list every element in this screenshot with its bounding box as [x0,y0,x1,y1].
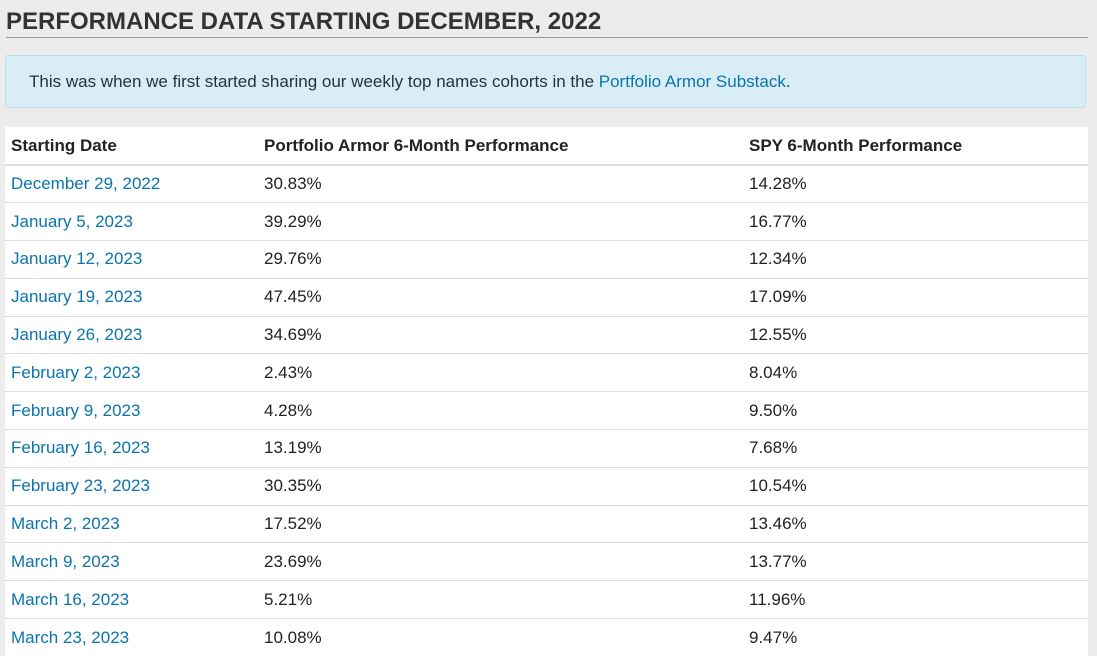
starting-date-link[interactable]: March 16, 2023 [11,589,130,609]
starting-date-cell: February 2, 2023 [5,353,258,392]
table-header-row: Starting Date Portfolio Armor 6-Month Pe… [5,127,1088,166]
table-row: January 12, 2023 29.76% 12.34% [5,240,1088,279]
portfolio-armor-performance-cell: 30.83% [264,174,322,194]
starting-date-cell: March 16, 2023 [5,580,258,619]
spy-performance-cell: 12.55% [743,315,1088,354]
starting-date-link[interactable]: February 16, 2023 [11,438,150,458]
spy-performance-column-header: SPY 6-Month Performance [743,127,1088,166]
starting-date-link[interactable]: December 29, 2022 [11,174,161,194]
spy-performance-cell: 9.50% [743,391,1088,430]
section-title: PERFORMANCE DATA STARTING DECEMBER, 2022 [6,6,1088,38]
table-row: January 5, 2023 39.29% 16.77% [5,202,1088,241]
portfolio-armor-performance-cell: 30.35% [258,466,743,506]
starting-date-column-header: Starting Date [5,127,258,166]
starting-date-cell: January 19, 2023 [5,277,258,317]
starting-date-cell: February 23, 2023 [5,466,258,506]
spy-performance-cell: 16.77% [743,202,1088,241]
table-row: February 9, 2023 4.28% 9.50% [5,391,1088,430]
table-row: February 16, 2023 13.19% 7.68% [5,429,1088,468]
spy-performance-cell: 14.28% [749,174,807,194]
starting-date-link[interactable]: January 12, 2023 [11,249,143,269]
starting-date-link[interactable]: March 23, 2023 [11,627,130,647]
starting-date-cell: March 9, 2023 [5,542,258,581]
starting-date-cell: January 26, 2023 [5,315,258,354]
table-row: March 16, 2023 5.21% 11.96% [5,580,1088,619]
spy-performance-cell: 13.46% [743,504,1088,543]
table-row: December 29, 2022 30.83% 14.28% [5,165,1088,203]
table-row: March 2, 2023 17.52% 13.46% [5,504,1088,543]
table-row: March 23, 2023 10.08% 9.47% [5,618,1088,656]
performance-table-body: December 29, 2022 30.83% 14.28% January … [5,165,1088,656]
portfolio-armor-performance-cell: 13.19% [258,429,743,468]
notice-text-after-link: . [785,72,791,91]
starting-date-link[interactable]: January 19, 2023 [11,287,143,307]
portfolio-armor-performance-cell: 29.76% [258,240,743,279]
starting-date-cell: December 29, 2022 [5,165,258,203]
table-row: February 23, 2023 30.35% 10.54% [5,466,1088,506]
performance-table-container: Starting Date Portfolio Armor 6-Month Pe… [5,127,1088,656]
spy-performance-cell: 17.09% [743,277,1088,317]
starting-date-link[interactable]: February 2, 2023 [11,362,141,382]
starting-date-cell: February 9, 2023 [5,391,258,430]
starting-date-link[interactable]: February 23, 2023 [11,476,150,496]
table-row: January 26, 2023 34.69% 12.55% [5,315,1088,354]
spy-performance-cell: 8.04% [743,353,1088,392]
spy-performance-cell: 12.34% [743,240,1088,279]
portfolio-armor-performance-cell: 17.52% [258,504,743,543]
portfolio-armor-performance-cell: 4.28% [258,391,743,430]
table-row: February 2, 2023 2.43% 8.04% [5,353,1088,392]
portfolio-armor-substack-link[interactable]: Portfolio Armor Substack [598,72,786,91]
starting-date-link[interactable]: March 2, 2023 [11,514,120,534]
performance-table-header: Starting Date Portfolio Armor 6-Month Pe… [5,127,1088,166]
portfolio-armor-performance-cell: 2.43% [258,353,743,392]
starting-date-link[interactable]: January 5, 2023 [11,211,133,231]
table-row: March 9, 2023 23.69% 13.77% [5,542,1088,581]
portfolio-armor-performance-cell: 23.69% [258,542,743,581]
starting-date-cell: January 5, 2023 [5,202,258,241]
spy-performance-cell: 11.96% [743,580,1088,619]
starting-date-cell: March 23, 2023 [5,618,258,656]
portfolio-armor-performance-cell: 47.45% [258,277,743,317]
starting-date-cell: January 12, 2023 [5,240,258,279]
portfolio-armor-performance-cell: 10.08% [258,618,743,656]
starting-date-link[interactable]: February 9, 2023 [11,400,141,420]
spy-performance-cell: 10.54% [743,466,1088,506]
starting-date-cell: February 16, 2023 [5,429,258,468]
portfolio-armor-performance-cell: 5.21% [258,580,743,619]
starting-date-link[interactable]: January 26, 2023 [11,325,143,345]
performance-table: Starting Date Portfolio Armor 6-Month Pe… [5,127,1088,656]
table-row: January 19, 2023 47.45% 17.09% [5,277,1088,317]
starting-date-link[interactable]: March 9, 2023 [11,551,120,571]
portfolio-armor-performance-cell: 39.29% [258,202,743,241]
substack-notice: This was when we first started sharing o… [5,55,1086,108]
spy-performance-cell: 7.68% [743,429,1088,468]
portfolio-armor-performance-cell: 34.69% [258,315,743,354]
starting-date-cell: March 2, 2023 [5,504,258,543]
spy-performance-cell: 13.77% [743,542,1088,581]
notice-text-before-link: This was when we first started sharing o… [29,72,599,91]
portfolio-armor-performance-column-header: Portfolio Armor 6-Month Performance [258,127,743,166]
spy-performance-cell: 9.47% [743,618,1088,656]
